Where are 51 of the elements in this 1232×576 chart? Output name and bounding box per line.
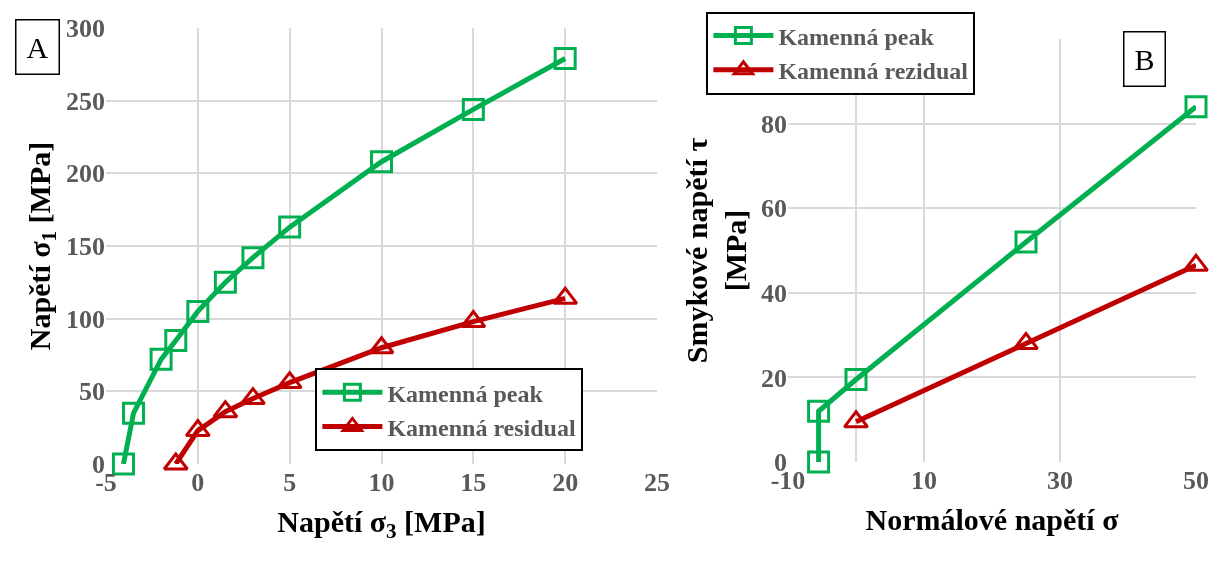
y-tick-label: 80 [761, 109, 787, 139]
point [552, 286, 579, 305]
x-tick-label: 30 [1047, 466, 1073, 495]
x-tick-label: 50 [1183, 466, 1209, 495]
x-axis-title: Napětí σ$_{3}$ [MPa] [277, 504, 486, 543]
x-tick-label: 15 [460, 468, 487, 497]
annotation: B [1134, 42, 1155, 76]
point [807, 399, 831, 423]
point [460, 310, 487, 329]
point [212, 400, 239, 419]
point [276, 371, 303, 390]
point [461, 97, 485, 121]
point [844, 368, 868, 392]
y-tick-label: 200 [66, 159, 105, 189]
point [807, 450, 831, 474]
y-tick-label: 100 [66, 304, 105, 334]
point [553, 47, 577, 71]
x-tick-label: 10 [911, 466, 937, 495]
point [370, 150, 393, 174]
point [1184, 95, 1208, 119]
y-tick-label: 300 [66, 14, 105, 44]
x-tick-label: 10 [368, 468, 395, 497]
legend-label: Kamenná peak [778, 23, 935, 50]
point [241, 246, 265, 270]
point [186, 299, 210, 323]
y-tick-label: 250 [66, 86, 105, 116]
point [1014, 230, 1038, 254]
y-tick-label: 40 [761, 278, 787, 308]
x-tick-label: 0 [191, 468, 205, 497]
x-tick-label: 20 [552, 468, 579, 497]
text: A [26, 30, 49, 64]
legend-label: Kamenná peak [387, 380, 544, 407]
point [149, 347, 173, 371]
y-tick-label: 50 [79, 377, 105, 407]
x-tick-label: 25 [644, 468, 670, 497]
point [239, 387, 266, 406]
point [164, 328, 188, 352]
point [184, 419, 211, 438]
y-tick-label: 20 [761, 363, 787, 393]
point [368, 336, 395, 355]
y-axis-title: Smykové napětí τ [MPa] [680, 137, 752, 364]
legend-label: Kamenná residual [387, 414, 576, 441]
point [278, 215, 302, 239]
y-tick-label: 60 [761, 194, 787, 224]
point [122, 401, 146, 425]
point [213, 270, 237, 294]
x-axis-title: Normálové napětí σ [865, 502, 1120, 536]
x-tick-label: 5 [283, 468, 297, 497]
legend-label: Kamenná rezidual [778, 58, 969, 85]
point [162, 452, 189, 471]
y-tick-label: 150 [66, 232, 105, 262]
